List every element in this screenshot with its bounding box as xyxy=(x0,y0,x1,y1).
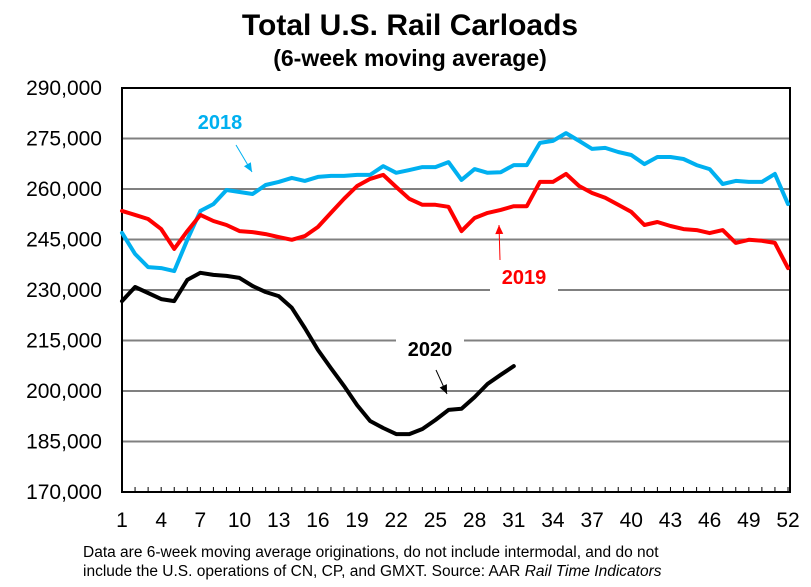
y-tick-label: 290,000 xyxy=(26,77,102,100)
y-tick-label: 215,000 xyxy=(26,330,102,353)
x-tick-label: 37 xyxy=(580,509,603,532)
x-tick-label: 1 xyxy=(116,509,128,532)
footnote: Data are 6-week moving average originati… xyxy=(83,543,803,581)
x-tick-label: 10 xyxy=(228,509,251,532)
annotation-label-bg xyxy=(396,334,464,364)
footnote-source: include the U.S. operations of CN, CP, a… xyxy=(83,563,525,580)
footnote-source-title: Rail Time Indicators xyxy=(524,563,662,580)
x-tick-label: 22 xyxy=(385,509,408,532)
y-tick-label: 260,000 xyxy=(26,178,102,201)
annotations: 2018 2019 2020 xyxy=(198,112,547,395)
annotation-label-backgrounds xyxy=(186,107,558,364)
x-tick-label: 19 xyxy=(345,509,368,532)
arrowhead-icon xyxy=(495,225,504,235)
chart-subtitle: (6-week moving average) xyxy=(273,45,547,71)
series-line-2020 xyxy=(120,270,516,437)
x-tick-label: 28 xyxy=(463,509,486,532)
series-line-2019 xyxy=(120,171,790,271)
x-tick-label: 7 xyxy=(195,509,207,532)
x-tick-label: 25 xyxy=(424,509,447,532)
x-tick-label: 31 xyxy=(502,509,525,532)
annotation-label-2020: 2020 xyxy=(408,339,453,361)
x-tick-label: 43 xyxy=(659,509,682,532)
x-tick-label: 16 xyxy=(306,509,329,532)
x-tick-label: 40 xyxy=(620,509,643,532)
x-tick-label: 13 xyxy=(267,509,290,532)
arrowhead-icon xyxy=(243,162,252,172)
series-line-2018 xyxy=(120,131,790,274)
x-axis: 1 4 7 10 13 16 19 22 25 28 31 34 37 40 43 46 49 52 xyxy=(116,509,800,532)
y-tick-label: 230,000 xyxy=(26,279,102,302)
annotation-label-bg xyxy=(186,107,254,137)
footnote-line-1: Data are 6-week moving average originati… xyxy=(83,544,659,561)
annotation-label-2018: 2018 xyxy=(198,112,243,134)
annotation-label-2019: 2019 xyxy=(502,267,547,289)
x-tick-label: 34 xyxy=(541,509,565,532)
series-lines xyxy=(120,131,790,437)
x-tick-label: 4 xyxy=(155,509,167,532)
gridlines xyxy=(122,137,790,443)
chart-title: Total U.S. Rail Carloads xyxy=(242,9,578,42)
y-tick-label: 200,000 xyxy=(26,380,102,403)
x-tick-label: 46 xyxy=(698,509,721,532)
y-tick-label: 185,000 xyxy=(26,431,102,454)
y-tick-label: 275,000 xyxy=(26,128,102,151)
y-tick-label: 245,000 xyxy=(26,229,102,252)
y-axis: 170,000 185,000 200,000 215,000 230,000 245,0… xyxy=(26,77,102,504)
x-tick-label: 52 xyxy=(776,509,799,532)
arrowhead-icon xyxy=(439,384,447,394)
plot-area-frame xyxy=(121,87,791,493)
annotation-label-bg xyxy=(490,262,558,292)
y-tick-label: 170,000 xyxy=(26,481,102,504)
x-tick-label: 49 xyxy=(737,509,760,532)
footnote-line-2: include the U.S. operations of CN, CP, a… xyxy=(83,562,803,581)
